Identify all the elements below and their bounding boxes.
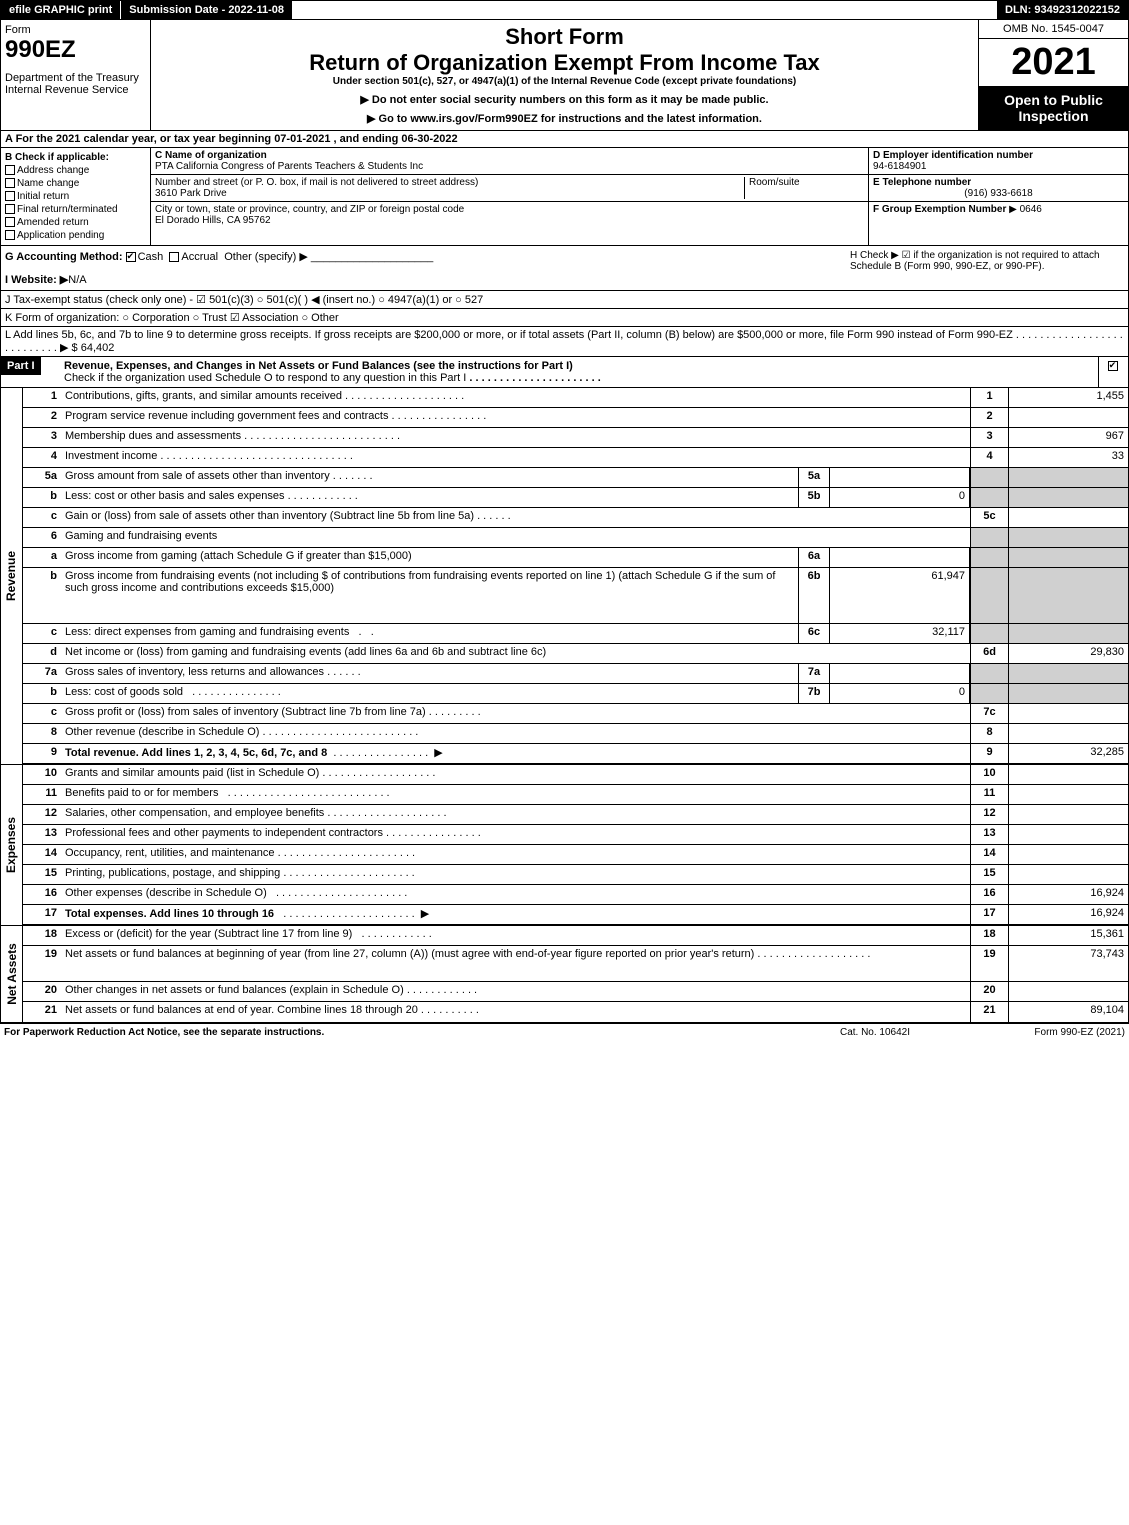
line-20: 20Other changes in net assets or fund ba…	[23, 982, 1128, 1002]
line-12: 12Salaries, other compensation, and empl…	[23, 805, 1128, 825]
street-row: Number and street (or P. O. box, if mail…	[151, 175, 868, 202]
chk-name-change[interactable]: Name change	[5, 178, 146, 189]
line-11: 11Benefits paid to or for members . . . …	[23, 785, 1128, 805]
part1-header-row: Part I Revenue, Expenses, and Changes in…	[0, 357, 1129, 388]
form-title: Return of Organization Exempt From Incom…	[161, 50, 968, 76]
org-name: PTA California Congress of Parents Teach…	[155, 161, 864, 172]
street-label: Number and street (or P. O. box, if mail…	[155, 177, 744, 188]
line-7a: 7aGross sales of inventory, less returns…	[23, 664, 1128, 684]
line-6d: dNet income or (loss) from gaming and fu…	[23, 644, 1128, 664]
chk-final-return[interactable]: Final return/terminated	[5, 204, 146, 215]
revenue-section: Revenue 1Contributions, gifts, grants, a…	[0, 388, 1129, 764]
line-17: 17Total expenses. Add lines 10 through 1…	[23, 905, 1128, 925]
page-footer: For Paperwork Reduction Act Notice, see …	[0, 1023, 1129, 1041]
line-5c: cGain or (loss) from sale of assets othe…	[23, 508, 1128, 528]
line-5b: bLess: cost or other basis and sales exp…	[23, 488, 1128, 508]
under-section: Under section 501(c), 527, or 4947(a)(1)…	[161, 76, 968, 87]
g-accounting: G Accounting Method: Cash Accrual Other …	[5, 250, 844, 263]
department: Department of the Treasury Internal Reve…	[5, 72, 146, 96]
form-header: Form 990EZ Department of the Treasury In…	[0, 20, 1129, 131]
header-center: Short Form Return of Organization Exempt…	[151, 20, 978, 130]
short-form-label: Short Form	[161, 24, 968, 50]
column-c: C Name of organization PTA California Co…	[151, 148, 868, 245]
dln-label: DLN: 93492312022152	[997, 1, 1128, 19]
part1-label: Part I	[1, 357, 41, 375]
net-assets-section: Net Assets 18Excess or (deficit) for the…	[0, 925, 1129, 1023]
line-3: 3Membership dues and assessments . . . .…	[23, 428, 1128, 448]
line-7b: bLess: cost of goods sold . . . . . . . …	[23, 684, 1128, 704]
line-1: 1Contributions, gifts, grants, and simil…	[23, 388, 1128, 408]
form-ref: Form 990-EZ (2021)	[975, 1027, 1125, 1038]
expenses-side-label: Expenses	[1, 765, 23, 925]
form-word: Form	[5, 24, 146, 36]
column-b: B Check if applicable: Address change Na…	[1, 148, 151, 245]
d-ein: D Employer identification number94-61849…	[869, 148, 1128, 175]
b-label: B Check if applicable:	[5, 152, 146, 163]
line-15: 15Printing, publications, postage, and s…	[23, 865, 1128, 885]
chk-application-pending[interactable]: Application pending	[5, 230, 146, 241]
e-phone: E Telephone number(916) 933-6618	[869, 175, 1128, 202]
net-assets-side-label: Net Assets	[1, 926, 23, 1022]
chk-address-change[interactable]: Address change	[5, 165, 146, 176]
row-ghi: G Accounting Method: Cash Accrual Other …	[0, 245, 1129, 291]
line-6a: aGross income from gaming (attach Schedu…	[23, 548, 1128, 568]
header-right: OMB No. 1545-0047 2021 Open to Public In…	[978, 20, 1128, 130]
chk-amended-return[interactable]: Amended return	[5, 217, 146, 228]
line-8: 8Other revenue (describe in Schedule O) …	[23, 724, 1128, 744]
cat-no: Cat. No. 10642I	[775, 1027, 975, 1038]
revenue-side-label: Revenue	[1, 388, 23, 764]
paperwork-notice: For Paperwork Reduction Act Notice, see …	[4, 1027, 775, 1038]
line-10: 10Grants and similar amounts paid (list …	[23, 765, 1128, 785]
open-to-public: Open to Public Inspection	[979, 86, 1128, 130]
line-6b: bGross income from fundraising events (n…	[23, 568, 1128, 624]
line-6: 6Gaming and fundraising events	[23, 528, 1128, 548]
row-l-gross-receipts: L Add lines 5b, 6c, and 7b to line 9 to …	[0, 327, 1129, 357]
line-7c: cGross profit or (loss) from sales of in…	[23, 704, 1128, 724]
line-13: 13Professional fees and other payments t…	[23, 825, 1128, 845]
c-name-label: C Name of organization	[155, 150, 864, 161]
street-value: 3610 Park Drive	[155, 188, 744, 199]
city-row: City or town, state or province, country…	[151, 202, 868, 228]
row-a-calendar-year: A For the 2021 calendar year, or tax yea…	[0, 131, 1129, 148]
ssn-warning: ▶ Do not enter social security numbers o…	[161, 93, 968, 106]
goto-link[interactable]: ▶ Go to www.irs.gov/Form990EZ for instru…	[161, 112, 968, 125]
chk-cash[interactable]	[126, 252, 136, 262]
part1-check-text: Check if the organization used Schedule …	[64, 372, 466, 384]
row-k-form-org: K Form of organization: ○ Corporation ○ …	[0, 309, 1129, 327]
line-2: 2Program service revenue including gover…	[23, 408, 1128, 428]
city-value: El Dorado Hills, CA 95762	[155, 215, 864, 226]
h-schedule-b: H Check ▶ ☑ if the organization is not r…	[844, 250, 1124, 286]
part1-checkbox[interactable]	[1098, 357, 1128, 387]
line-4: 4Investment income . . . . . . . . . . .…	[23, 448, 1128, 468]
expenses-section: Expenses 10Grants and similar amounts pa…	[0, 764, 1129, 925]
part1-title: Revenue, Expenses, and Changes in Net As…	[64, 360, 573, 372]
room-suite: Room/suite	[744, 177, 864, 199]
org-name-row: C Name of organization PTA California Co…	[151, 148, 868, 175]
line-18: 18Excess or (deficit) for the year (Subt…	[23, 926, 1128, 946]
form-number: 990EZ	[5, 36, 146, 64]
line-21: 21Net assets or fund balances at end of …	[23, 1002, 1128, 1022]
omb-number: OMB No. 1545-0047	[979, 20, 1128, 39]
city-label: City or town, state or province, country…	[155, 204, 864, 215]
top-bar: efile GRAPHIC print Submission Date - 20…	[0, 0, 1129, 20]
f-group-exemption: F Group Exemption Number ▶ 0646	[869, 202, 1128, 217]
i-website: I Website: ▶N/A	[5, 273, 844, 286]
line-19: 19Net assets or fund balances at beginni…	[23, 946, 1128, 982]
efile-label[interactable]: efile GRAPHIC print	[1, 1, 120, 19]
section-bcdef: B Check if applicable: Address change Na…	[0, 148, 1129, 245]
line-14: 14Occupancy, rent, utilities, and mainte…	[23, 845, 1128, 865]
line-9: 9Total revenue. Add lines 1, 2, 3, 4, 5c…	[23, 744, 1128, 764]
submission-date: Submission Date - 2022-11-08	[120, 1, 292, 19]
chk-initial-return[interactable]: Initial return	[5, 191, 146, 202]
row-j-tax-exempt: J Tax-exempt status (check only one) - ☑…	[0, 291, 1129, 309]
line-5a: 5aGross amount from sale of assets other…	[23, 468, 1128, 488]
column-def: D Employer identification number94-61849…	[868, 148, 1128, 245]
header-left: Form 990EZ Department of the Treasury In…	[1, 20, 151, 130]
line-16: 16Other expenses (describe in Schedule O…	[23, 885, 1128, 905]
line-6c: cLess: direct expenses from gaming and f…	[23, 624, 1128, 644]
tax-year: 2021	[979, 39, 1128, 86]
chk-accrual[interactable]	[169, 252, 179, 262]
